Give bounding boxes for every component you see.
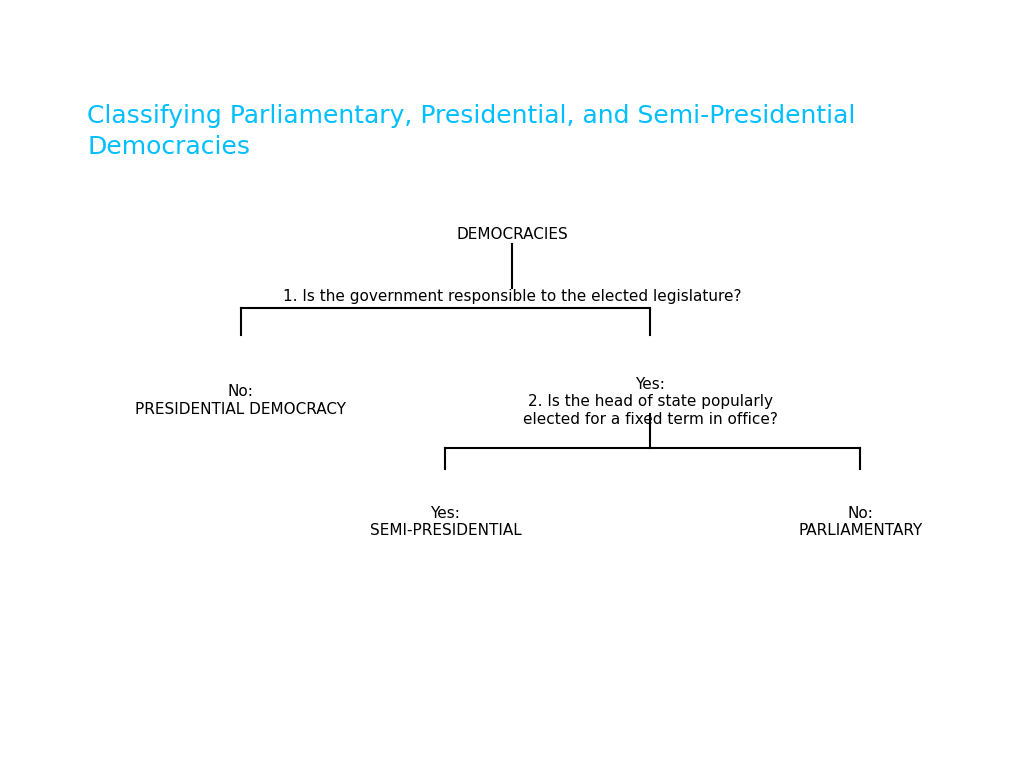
Text: No:
PRESIDENTIAL DEMOCRACY: No: PRESIDENTIAL DEMOCRACY <box>135 384 346 417</box>
Text: DEMOCRACIES: DEMOCRACIES <box>456 227 568 242</box>
Text: No:
PARLIAMENTARY: No: PARLIAMENTARY <box>798 506 923 538</box>
Text: 1. Is the government responsible to the elected legislature?: 1. Is the government responsible to the … <box>283 288 741 304</box>
Text: Classifying Parliamentary, Presidential, and Semi-Presidential
Democracies: Classifying Parliamentary, Presidential,… <box>87 104 855 159</box>
Text: Yes:
SEMI-PRESIDENTIAL: Yes: SEMI-PRESIDENTIAL <box>370 506 521 538</box>
Text: Yes:
2. Is the head of state popularly
elected for a fixed term in office?: Yes: 2. Is the head of state popularly e… <box>523 377 777 427</box>
